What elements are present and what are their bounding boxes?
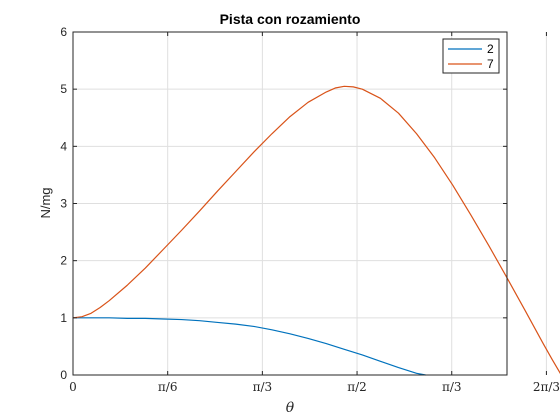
y-tick-label: 6 bbox=[60, 25, 67, 39]
y-tick-label: 2 bbox=[60, 254, 67, 268]
y-tick-label: 4 bbox=[60, 139, 67, 153]
x-tick-label: π/6 bbox=[158, 380, 178, 394]
x-axis-label: θ bbox=[286, 400, 295, 416]
ticks: 0 π/6 π/3 π/2 π/3 2π/3 0 1 2 3 4 5 6 bbox=[60, 25, 560, 394]
y-axis-label: N/mg bbox=[38, 187, 53, 218]
legend: 2 7 bbox=[442, 38, 500, 74]
y-tick-label: 3 bbox=[60, 197, 67, 211]
legend-box bbox=[442, 38, 500, 74]
series-line-2 bbox=[72, 85, 560, 375]
y-tick-label: 5 bbox=[60, 82, 67, 96]
chart-title: Pista con rozamiento bbox=[220, 11, 361, 27]
y-tick-label: 0 bbox=[60, 368, 67, 382]
x-tick-label: 2π/3 bbox=[533, 380, 560, 394]
series-line-1 bbox=[73, 317, 426, 376]
x-tick-label: 0 bbox=[69, 380, 77, 394]
y-tick-label: 1 bbox=[60, 311, 67, 325]
series-layer bbox=[72, 85, 560, 376]
axis-labels: Pista con rozamiento θ N/mg bbox=[38, 11, 360, 416]
legend-label-series-2: 7 bbox=[487, 57, 494, 71]
x-tick-label: π/2 bbox=[347, 380, 367, 394]
x-tick-label: π/3 bbox=[442, 380, 462, 394]
legend-label-series-1: 2 bbox=[487, 42, 494, 56]
x-tick-label: π/3 bbox=[253, 380, 273, 394]
